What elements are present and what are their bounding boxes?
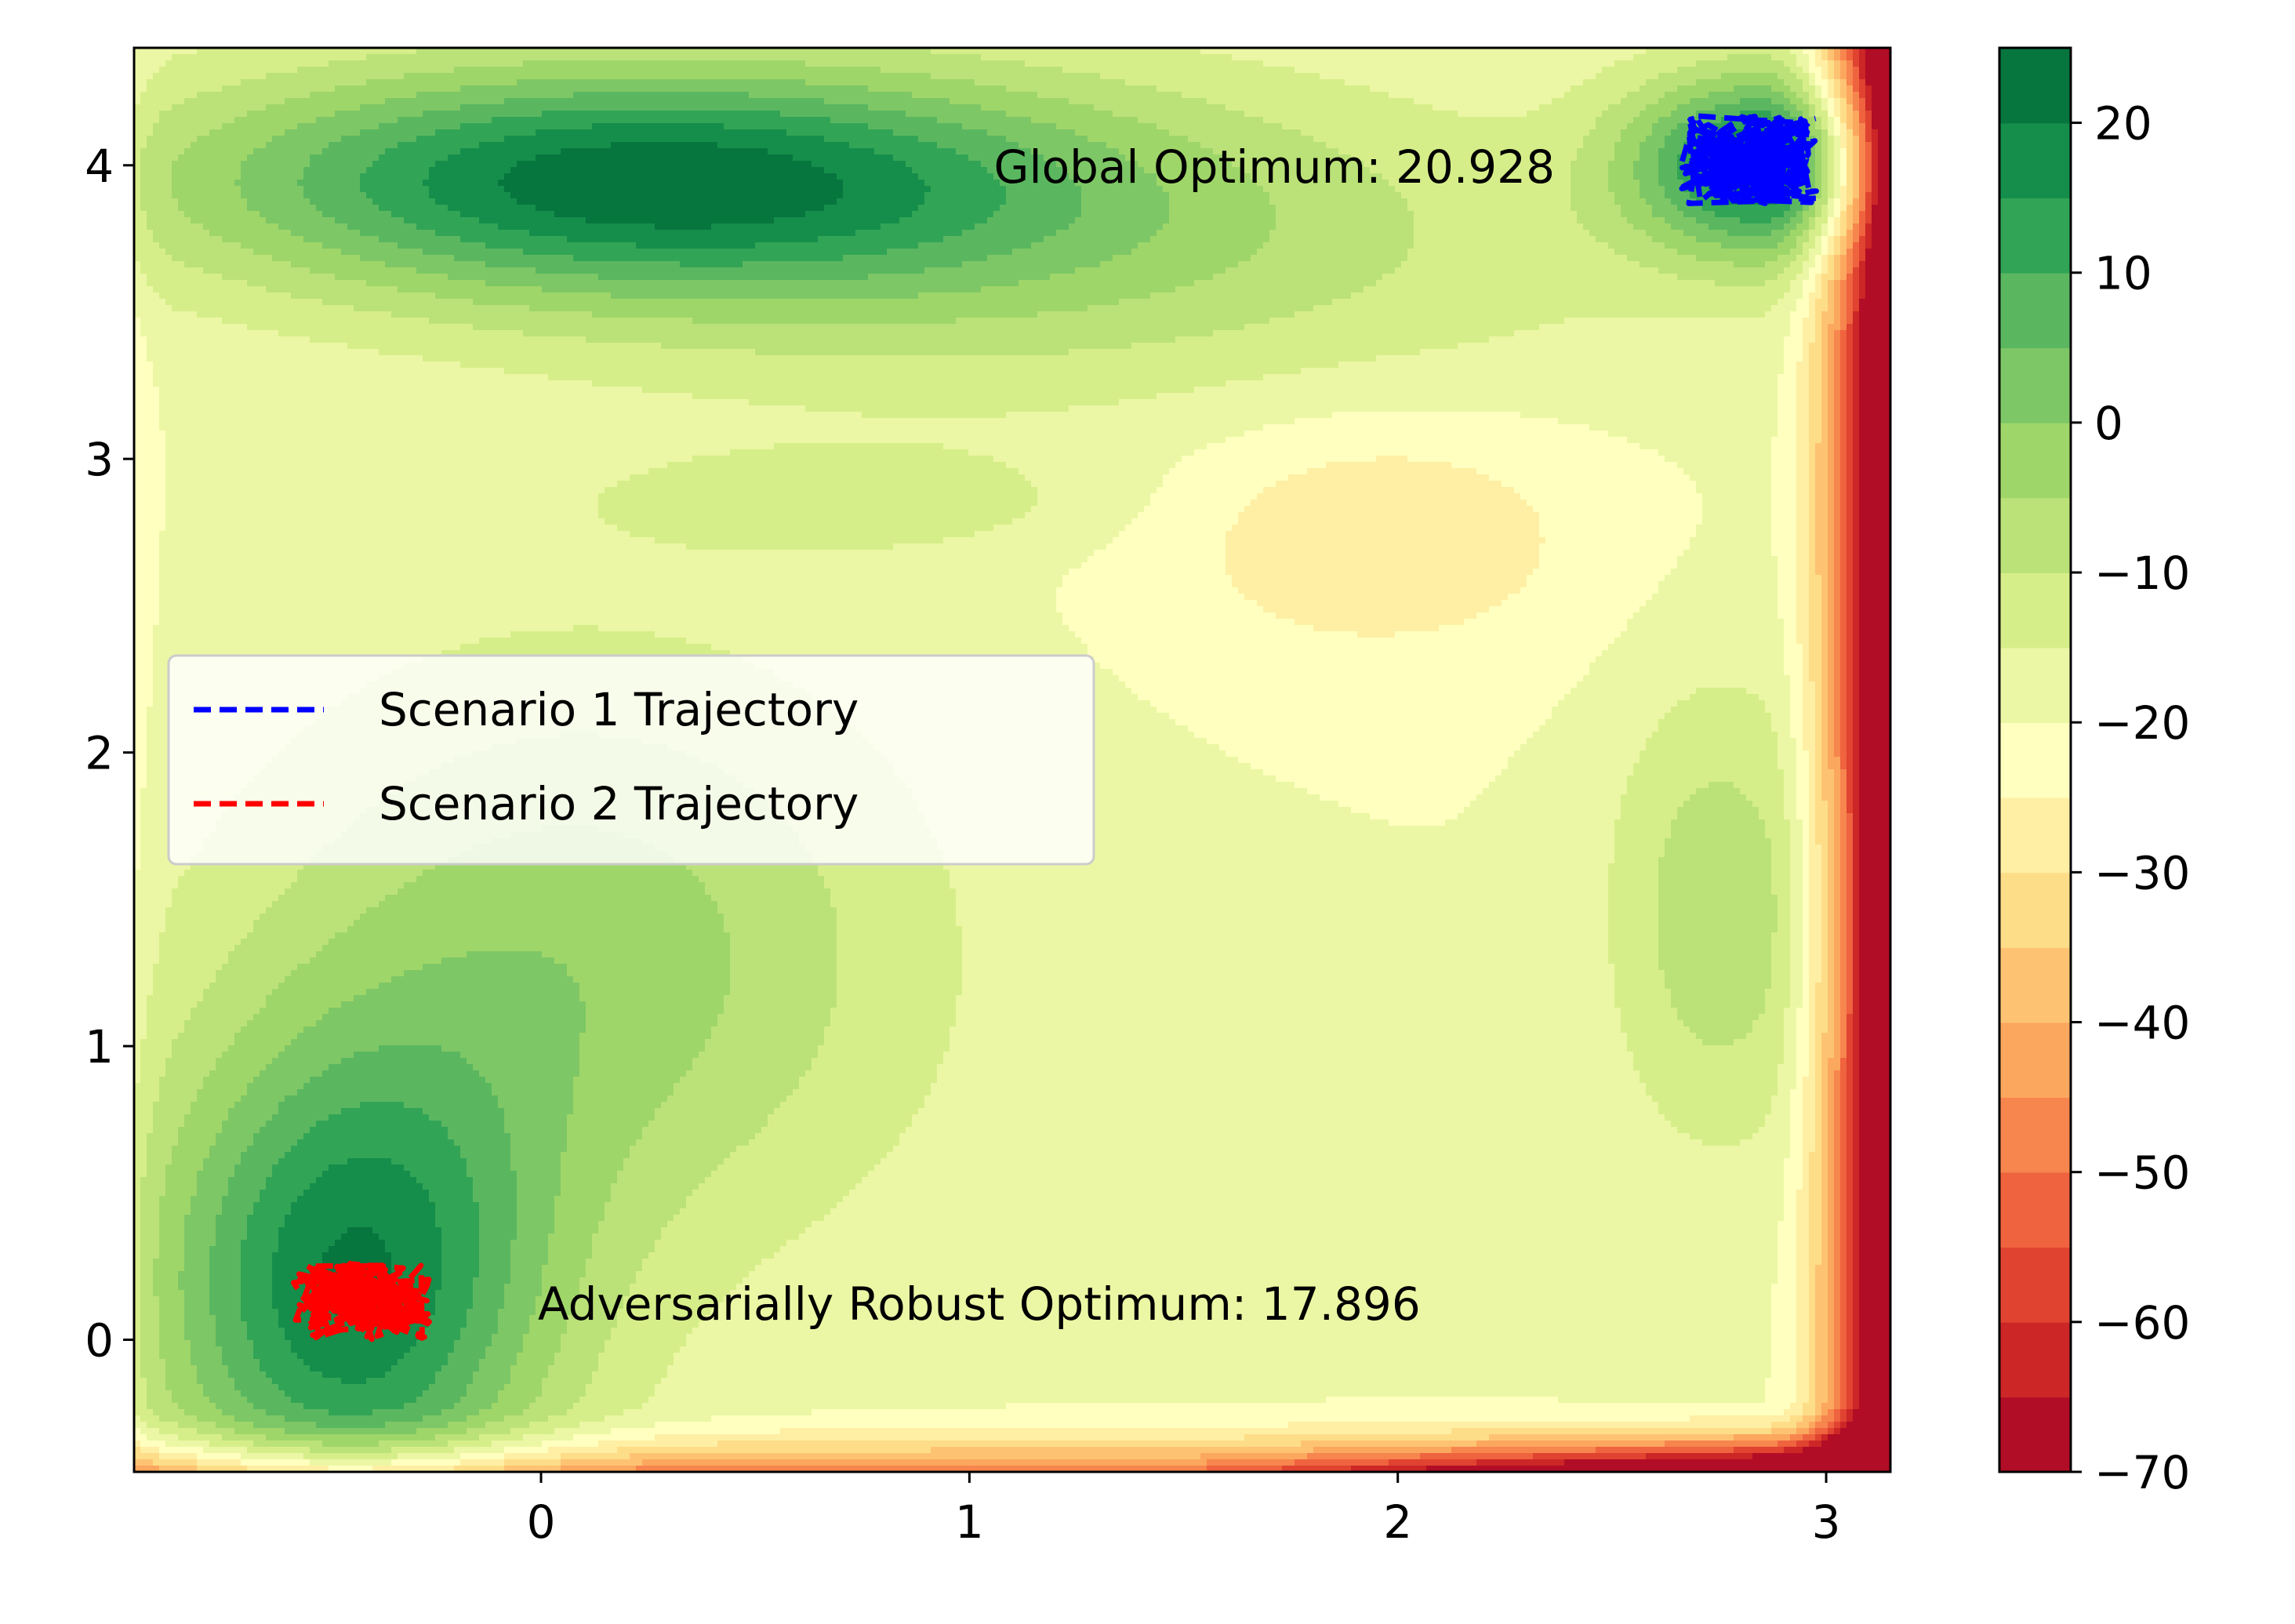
colorbar-band bbox=[1999, 347, 2071, 423]
colorbar-band bbox=[1999, 272, 2071, 349]
colorbar-tick-label: −10 bbox=[2094, 547, 2190, 600]
colorbar-band bbox=[1999, 422, 2071, 499]
y-tick-label: 1 bbox=[85, 1020, 114, 1074]
colorbar-tick-label: −50 bbox=[2094, 1146, 2190, 1200]
y-tick-label: 3 bbox=[85, 433, 114, 486]
plot-area bbox=[133, 46, 1892, 1473]
colorbar-tick-label: −30 bbox=[2094, 846, 2190, 899]
colorbar-tick-label: 0 bbox=[2094, 397, 2123, 450]
trajectories bbox=[290, 112, 1820, 1342]
contour-field bbox=[134, 48, 1890, 1472]
colorbar-band bbox=[1999, 647, 2071, 724]
colorbar-ticks: −70 −60 −50 −40 −30 −20 −10 0 10 20 bbox=[2071, 97, 2190, 1499]
colorbar-tick-label: −70 bbox=[2094, 1446, 2190, 1499]
colorbar-band bbox=[1999, 1097, 2071, 1173]
global-optimum-annotation: Global Optimum: 20.928 bbox=[994, 140, 1555, 194]
legend-box bbox=[167, 654, 1095, 866]
colorbar-band bbox=[1999, 572, 2071, 649]
y-tick-label: 4 bbox=[85, 140, 114, 193]
y-axis: 0 1 2 3 4 bbox=[85, 140, 134, 1368]
x-tick-label: 3 bbox=[1812, 1495, 1841, 1549]
robust-optimum-annotation: Adversarially Robust Optimum: 17.896 bbox=[538, 1277, 1421, 1331]
colorbar-band bbox=[1999, 48, 2071, 124]
y-tick-label: 2 bbox=[85, 727, 114, 780]
x-axis: 0 1 2 3 bbox=[527, 1472, 1841, 1549]
colorbar: −70 −60 −50 −40 −30 −20 −10 0 10 20 bbox=[1998, 46, 2190, 1499]
colorbar-tick-label: 20 bbox=[2094, 97, 2152, 151]
colorbar-tick-label: −20 bbox=[2094, 696, 2190, 750]
colorbar-band bbox=[1999, 1247, 2071, 1323]
y-tick-label: 0 bbox=[85, 1314, 114, 1368]
colorbar-band bbox=[1999, 1022, 2071, 1098]
colorbar-band bbox=[1999, 1321, 2071, 1398]
colorbar-bands bbox=[1999, 48, 2071, 1473]
trajectory-series-1 bbox=[1678, 112, 1820, 206]
legend-label-scenario-1: Scenario 1 Trajectory bbox=[379, 683, 859, 736]
x-tick-label: 1 bbox=[955, 1495, 984, 1549]
colorbar-band bbox=[1999, 1172, 2071, 1248]
colorbar-band bbox=[1999, 497, 2071, 573]
legend-label-scenario-2: Scenario 2 Trajectory bbox=[379, 777, 859, 830]
colorbar-band bbox=[1999, 722, 2071, 798]
colorbar-band bbox=[1999, 198, 2071, 274]
colorbar-band bbox=[1999, 946, 2071, 1023]
colorbar-band bbox=[1999, 1397, 2071, 1473]
x-tick-label: 2 bbox=[1383, 1495, 1412, 1549]
colorbar-frame bbox=[1998, 46, 2072, 1473]
colorbar-band bbox=[1999, 872, 2071, 948]
colorbar-tick-label: 10 bbox=[2094, 247, 2152, 300]
x-tick-label: 0 bbox=[527, 1495, 556, 1549]
trajectory-series-2 bbox=[290, 1260, 432, 1342]
colorbar-band bbox=[1999, 797, 2071, 874]
colorbar-tick-label: −40 bbox=[2094, 997, 2190, 1050]
annotations: Global Optimum: 20.928 Adversarially Rob… bbox=[538, 140, 1555, 1331]
plot-frame bbox=[133, 46, 1892, 1473]
colorbar-tick-label: −60 bbox=[2094, 1296, 2190, 1350]
legend: Scenario 1 Trajectory Scenario 2 Traject… bbox=[167, 654, 1095, 866]
colorbar-band bbox=[1999, 122, 2071, 198]
